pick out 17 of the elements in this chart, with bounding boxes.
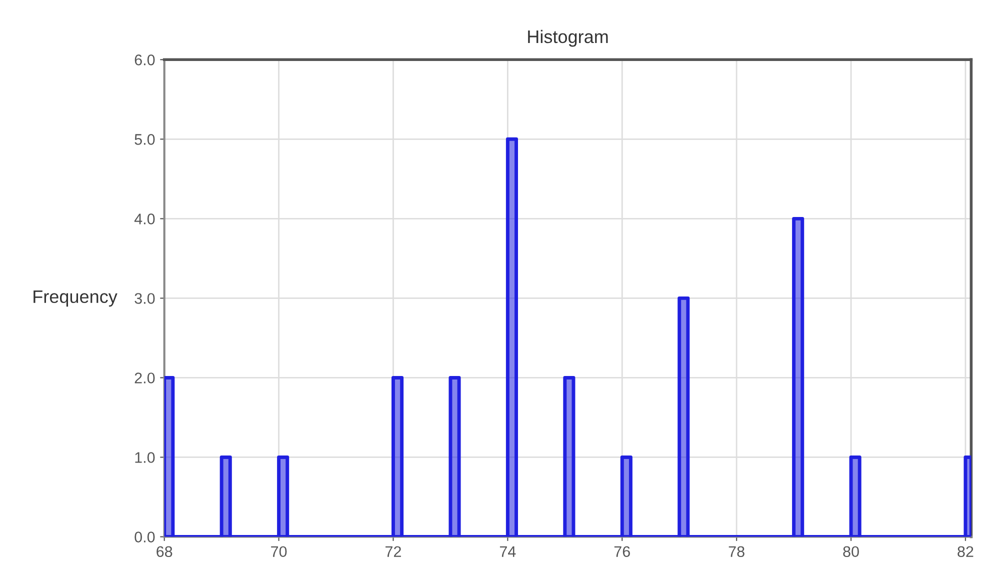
x-tick-label: 68	[156, 546, 172, 558]
x-tick-label: 78	[728, 546, 744, 558]
y-tick-label: 3.0	[134, 293, 155, 304]
x-tick-label: 74	[500, 546, 516, 557]
x-tick-label: 70	[271, 546, 287, 558]
x-tick-label: 82	[958, 546, 974, 558]
y-tick-label: 4.0	[134, 214, 155, 224]
y-tick-label: 6.0	[134, 54, 155, 66]
y-tick-label: 1.0	[135, 452, 155, 463]
y-tick-label: 0.0	[134, 532, 155, 542]
y-axis-title: Frequency	[34, 290, 118, 307]
x-tick-label: 72	[386, 546, 401, 557]
x-tick-label: 80	[843, 546, 859, 558]
y-tick-label: 5.0	[134, 134, 155, 145]
x-tick-label: 76	[614, 546, 630, 558]
y-tick-label: 2.0	[134, 372, 155, 384]
chart-title: Histogram	[528, 30, 608, 47]
